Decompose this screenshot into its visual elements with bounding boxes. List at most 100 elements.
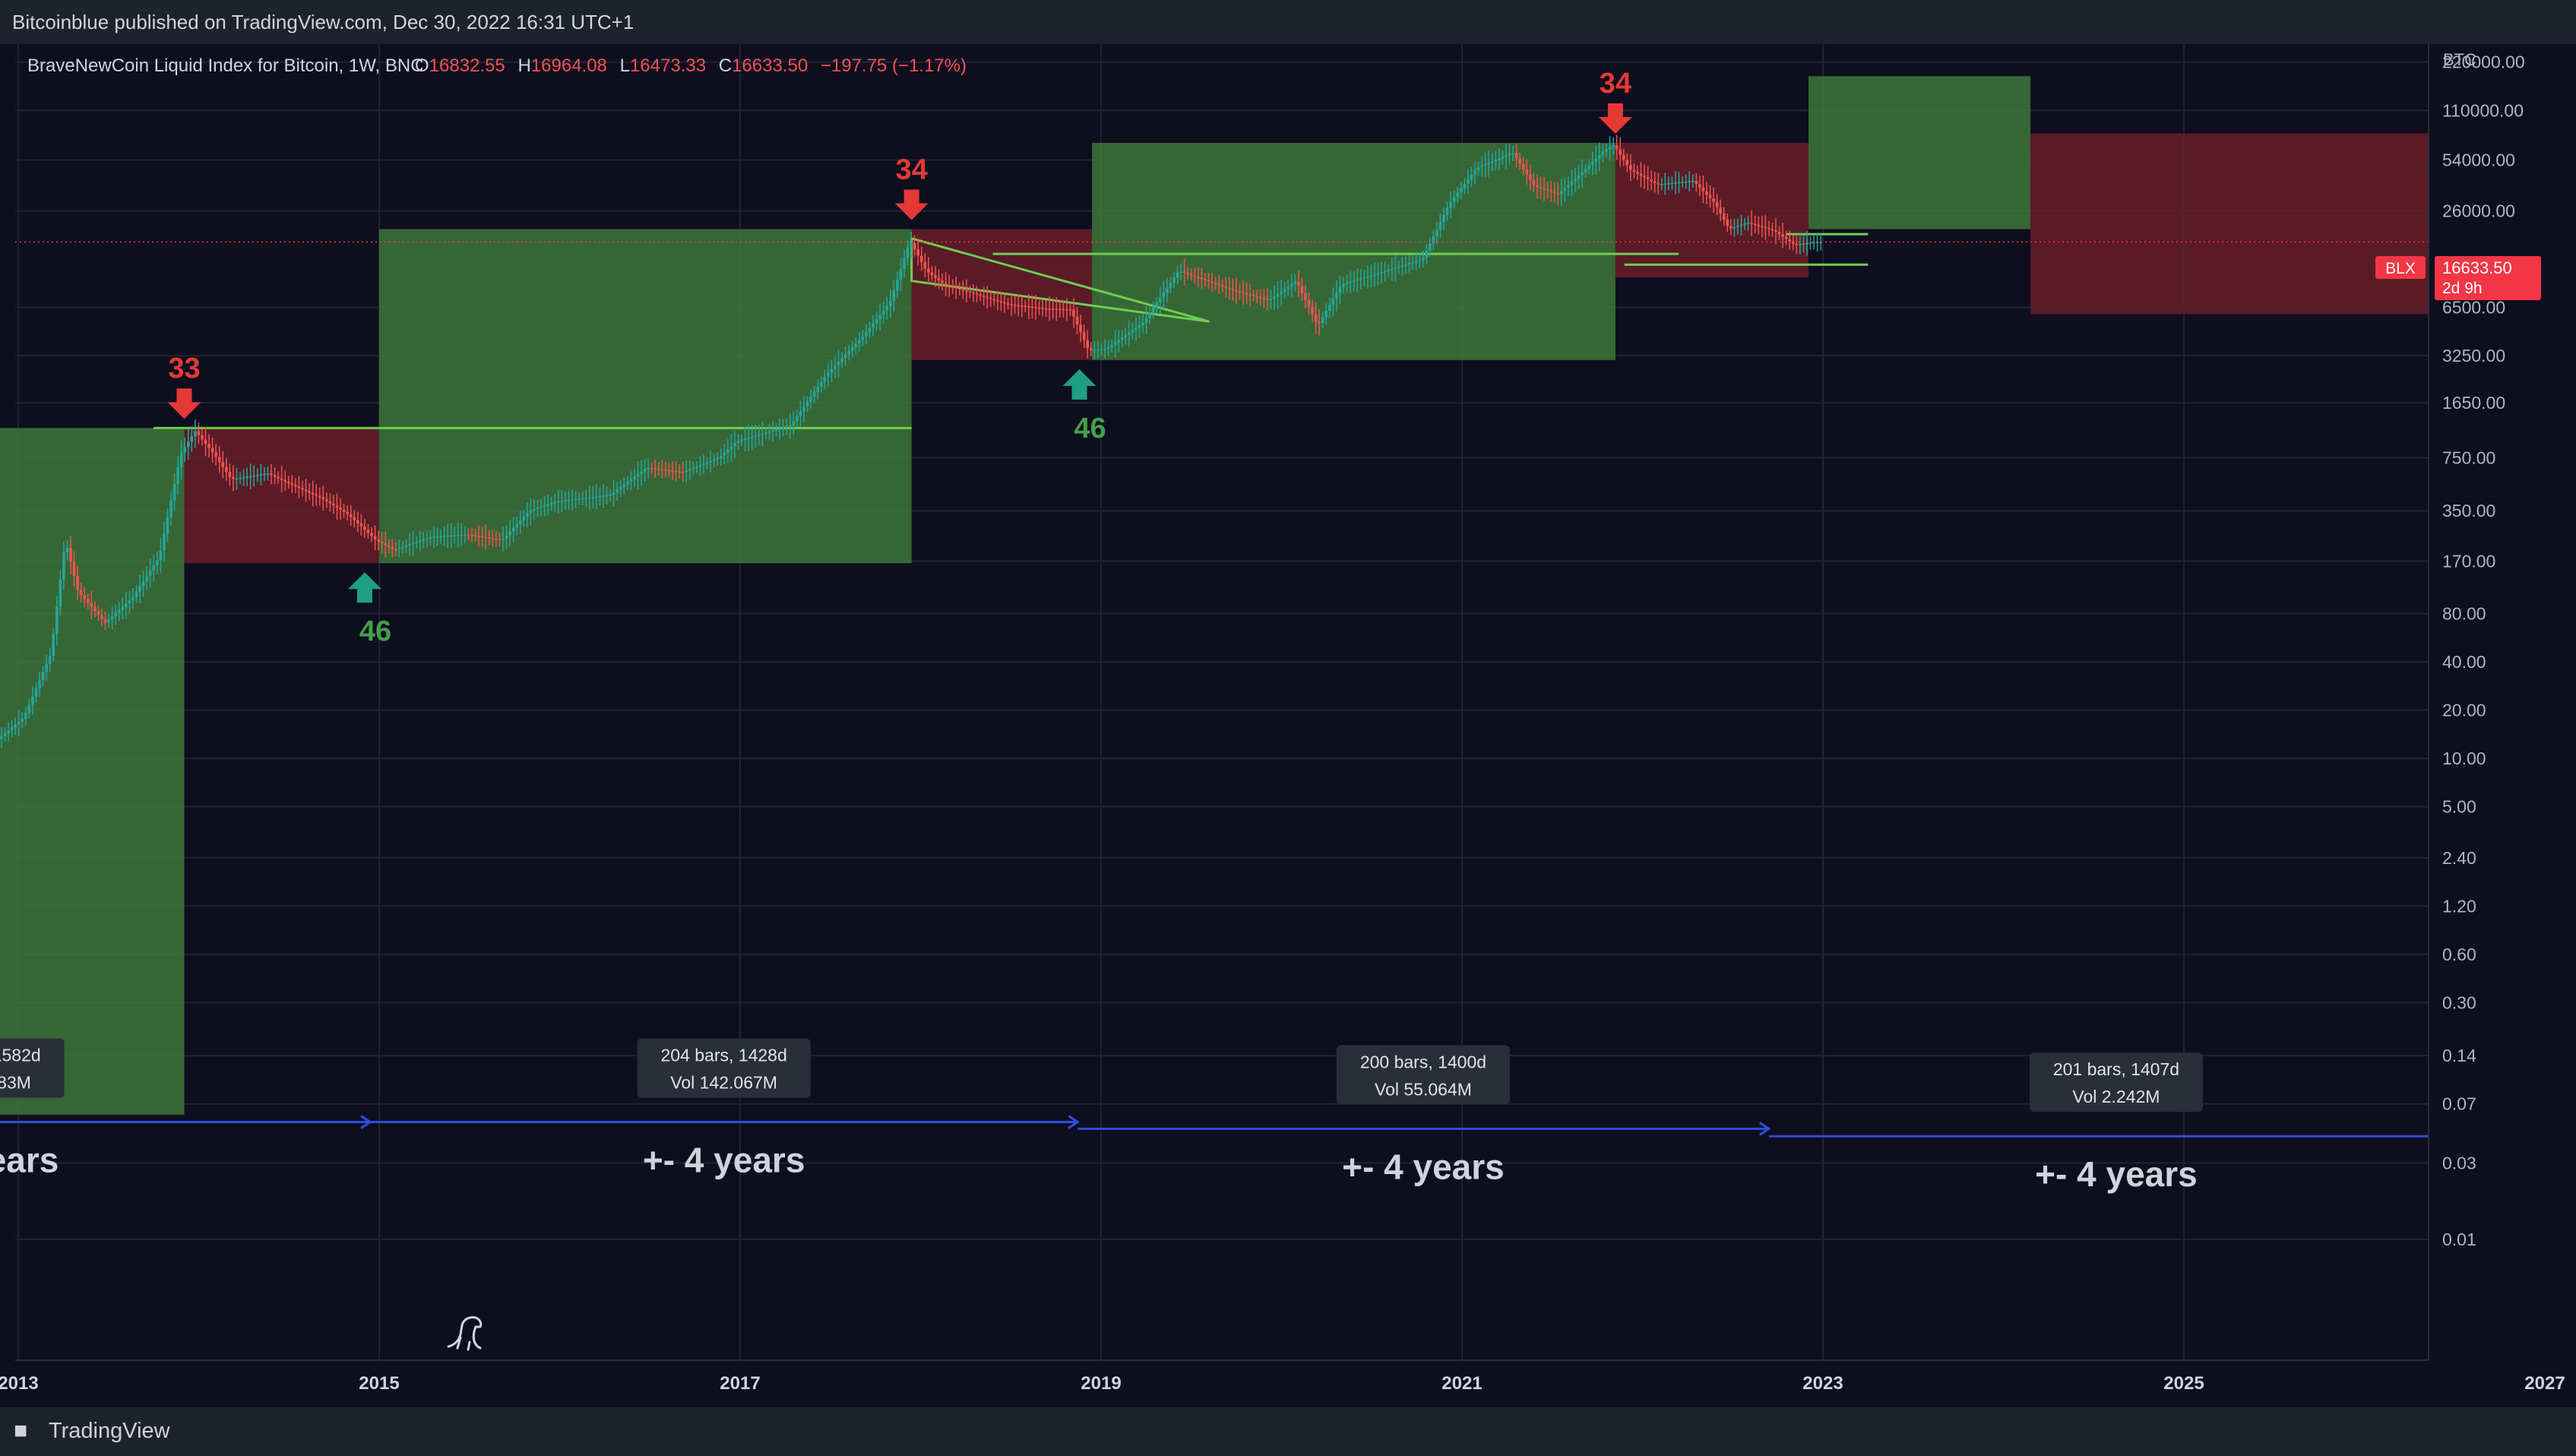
green-cycle-box xyxy=(379,229,912,564)
candle-body xyxy=(397,547,401,549)
candle-body xyxy=(1044,308,1048,310)
candle-body xyxy=(366,530,370,533)
candle-body xyxy=(619,487,622,490)
price-chart[interactable]: 33 46 34 46 34 226 bars, 1582d Vol 104.483M +-… xyxy=(0,44,2576,1407)
candle-body xyxy=(1650,179,1653,182)
candle-body xyxy=(685,470,688,473)
candle-body xyxy=(1518,158,1521,164)
candle-body xyxy=(1169,282,1172,288)
candle-body xyxy=(1802,243,1805,245)
candle-body xyxy=(449,535,453,537)
candle-body xyxy=(134,591,138,597)
candle-body xyxy=(1293,281,1297,284)
candle-body xyxy=(1193,275,1197,277)
tradingview-brand: TradingView xyxy=(49,1419,170,1443)
candle-body xyxy=(426,538,429,540)
candle-body xyxy=(1311,307,1314,315)
candle-body xyxy=(273,475,277,477)
candle-body xyxy=(643,469,647,472)
tradingview-logo-icon: ■ xyxy=(14,1418,28,1443)
candle-body xyxy=(1290,283,1293,287)
candle-body xyxy=(166,517,169,534)
candle-body xyxy=(584,498,588,499)
candle-body xyxy=(788,425,792,427)
candle-body xyxy=(176,467,179,484)
down-arrow-icon xyxy=(167,388,201,419)
candle-body xyxy=(698,465,702,467)
candle-body xyxy=(709,461,712,463)
candle-body xyxy=(1774,229,1777,233)
measure-arrow-icon xyxy=(1068,1115,1080,1129)
candle-body xyxy=(1342,283,1345,287)
candle-body xyxy=(1228,287,1231,290)
candle-body xyxy=(356,520,359,524)
candle-body xyxy=(968,291,972,293)
candle-body xyxy=(934,275,937,278)
candle-body xyxy=(1387,270,1391,271)
candle-body xyxy=(1362,277,1366,279)
candle-body xyxy=(1719,207,1722,214)
candle-body xyxy=(923,261,927,269)
candle-body xyxy=(1151,307,1155,313)
candle-body xyxy=(69,547,72,562)
candle-body xyxy=(1670,182,1674,185)
candle-body xyxy=(1799,244,1802,245)
legend-close-key: C xyxy=(719,55,732,76)
candle-body xyxy=(1784,236,1788,239)
candle-body xyxy=(1027,306,1030,308)
candle-body xyxy=(992,299,996,300)
candle-body xyxy=(487,537,491,539)
price-tick-label: 170.00 xyxy=(2442,551,2495,571)
candle-body xyxy=(248,476,252,478)
candle-body xyxy=(1366,276,1369,278)
candle-body xyxy=(1314,314,1318,322)
candle-body xyxy=(1345,283,1349,284)
candle-body xyxy=(114,612,117,617)
candle-body xyxy=(1252,295,1255,296)
candle-body xyxy=(529,510,533,513)
candle-body xyxy=(574,499,578,501)
candle-body xyxy=(999,301,1003,302)
green-cycle-box xyxy=(0,428,185,1115)
top-marker-label: 34 xyxy=(895,154,927,185)
candle-body xyxy=(117,609,121,613)
candle-body xyxy=(1166,287,1169,293)
candle-body xyxy=(442,536,446,537)
candles xyxy=(0,135,1822,749)
candle-body xyxy=(3,733,7,736)
candle-body xyxy=(473,535,477,537)
candle-body xyxy=(761,433,764,435)
candle-body xyxy=(792,421,796,426)
candle-body xyxy=(691,467,695,470)
candle-body xyxy=(169,500,172,518)
candle-body xyxy=(1608,147,1612,150)
candle-body xyxy=(1086,340,1090,349)
price-badge-ticker-bg xyxy=(2375,256,2426,279)
candle-body xyxy=(1020,305,1024,307)
candle-body xyxy=(1138,325,1141,328)
measure-volume-text: Vol 2.242M xyxy=(2072,1087,2160,1106)
candle-body xyxy=(1024,305,1027,308)
candle-body xyxy=(1750,223,1753,224)
candle-body xyxy=(1442,215,1445,223)
candle-body xyxy=(10,727,14,731)
candle-body xyxy=(335,505,339,508)
candle-body xyxy=(1128,332,1131,335)
candle-body xyxy=(647,467,650,470)
price-tick-label: 0.07 xyxy=(2442,1094,2476,1114)
candle-body xyxy=(1349,281,1352,283)
candle-body xyxy=(578,499,581,500)
candle-body xyxy=(740,439,743,442)
candle-body xyxy=(1729,226,1733,229)
candle-body xyxy=(1162,293,1166,298)
candle-body xyxy=(827,372,830,378)
candle-body xyxy=(612,492,616,495)
time-axis-background[interactable] xyxy=(0,1360,2576,1407)
candle-body xyxy=(979,294,982,296)
price-tick-label: 40.00 xyxy=(2442,652,2486,672)
legend-low-key: L xyxy=(620,55,630,76)
down-arrow-icon xyxy=(894,189,929,220)
measure-info-box xyxy=(637,1038,811,1098)
candle-body xyxy=(1359,278,1362,280)
candle-body xyxy=(1688,181,1691,182)
